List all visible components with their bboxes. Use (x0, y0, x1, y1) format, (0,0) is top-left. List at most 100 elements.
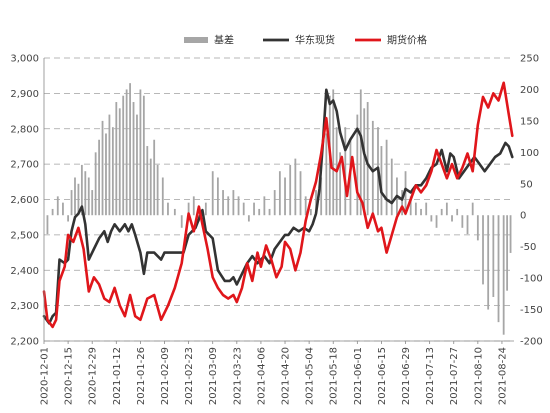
basis-bar (67, 215, 70, 222)
basis-bar (70, 190, 73, 216)
legend-label-basis: 基差 (214, 34, 234, 47)
grid-layer (44, 57, 514, 342)
y-left-tick-label: 2,900 (10, 89, 39, 100)
basis-bar (502, 215, 505, 335)
basis-bar (216, 177, 219, 216)
basis-bar (180, 215, 183, 228)
basis-bars (46, 83, 512, 335)
x-tick-label: 2021-07-13 (425, 347, 436, 405)
y-right-tick-label: -200 (520, 337, 543, 348)
y-right-tick-label: 0 (520, 211, 526, 222)
basis-bar (304, 196, 307, 216)
basis-bar (56, 196, 59, 216)
basis-bar (487, 215, 490, 310)
basis-bar (187, 202, 190, 216)
basis-bar (125, 89, 128, 216)
basis-bar (263, 196, 266, 216)
basis-bar (325, 133, 328, 216)
basis-bar (139, 89, 142, 216)
basis-bar (339, 152, 342, 216)
basis-bar (363, 108, 366, 216)
basis-bar (253, 202, 255, 216)
basis-bar (492, 215, 495, 297)
x-tick-label: 2021-08-24 (497, 347, 508, 405)
x-tick-label: 2020-12-15 (64, 347, 75, 405)
x-tick-label: 2021-08-10 (473, 347, 484, 405)
x-tick-label: 2021-05-04 (305, 347, 316, 405)
basis-bar (129, 83, 131, 216)
x-tick-label: 2021-03-09 (208, 347, 219, 405)
x-tick-label: 2020-12-01 (40, 347, 51, 405)
y-right-tick-label: 50 (520, 179, 533, 190)
y-right-tick-label: -100 (520, 274, 543, 285)
basis-bar (77, 183, 80, 216)
basis-bar (242, 202, 245, 216)
basis-bar (80, 164, 83, 216)
basis-bar (111, 127, 114, 216)
basis-bar (51, 208, 54, 216)
basis-bar (167, 202, 169, 216)
basis-bar (146, 146, 149, 216)
basis-bar (156, 164, 159, 216)
basis-bar (404, 171, 407, 216)
basis-bar (247, 215, 250, 222)
x-tick-label: 2021-05-18 (329, 347, 340, 405)
y-left-tick-label: 2,600 (10, 195, 39, 206)
y-left-tick-label: 2,200 (10, 337, 39, 348)
y-right-tick-label: 100 (520, 148, 539, 159)
basis-bar (356, 114, 359, 216)
basis-bar (192, 196, 195, 216)
basis-bar (466, 215, 469, 235)
y-left-tick-label: 2,300 (10, 301, 39, 312)
x-tick-label: 2021-01-12 (112, 347, 123, 405)
basis-bar (401, 190, 403, 216)
basis-bar (476, 215, 479, 241)
basis-bar (211, 171, 214, 216)
basis-bar (497, 215, 500, 323)
basis-bar (366, 102, 369, 216)
y-left-tick-label: 2,800 (10, 124, 39, 135)
basis-bar (115, 102, 118, 216)
basis-bar (414, 202, 417, 216)
basis-bar (136, 114, 138, 216)
basis-bar (435, 215, 438, 228)
basis-bar (232, 190, 235, 216)
basis-bar (420, 208, 422, 216)
y-right-tick-label: 200 (520, 85, 539, 96)
basis-bar (385, 139, 388, 216)
x-tick-label: 2021-04-06 (256, 347, 267, 405)
x-tick-label: 2021-04-20 (281, 347, 292, 405)
legend: 基差 华东现货 期货价格 (184, 34, 427, 47)
basis-bar (108, 114, 111, 216)
basis-bar (278, 171, 281, 216)
basis-bar (456, 208, 459, 216)
x-tick-label: 2020-12-29 (88, 347, 99, 405)
basis-bar (315, 190, 317, 216)
basis-bar (153, 139, 156, 216)
x-tick-label: 2021-03-23 (232, 347, 243, 405)
basis-bar (440, 208, 443, 216)
basis-bar (258, 208, 261, 216)
basis-bar (98, 139, 100, 216)
basis-bar (149, 158, 152, 216)
legend-label-spot: 华东现货 (295, 34, 335, 47)
y-right-tick-label: 250 (520, 54, 539, 65)
price-lines (42, 81, 514, 329)
futures-line (42, 81, 514, 329)
basis-bar (320, 177, 323, 216)
basis-bar (451, 215, 453, 222)
axes-layer: 2,200 2,300 2,400 2,500 2,600 2,700 2,800 2,900… (10, 54, 542, 406)
basis-bar (91, 190, 94, 216)
basis-bar (222, 190, 224, 216)
basis-bar (425, 202, 428, 216)
basis-bar (509, 215, 512, 253)
x-tick-label: 2021-07-27 (449, 347, 460, 405)
basis-bar (430, 215, 433, 222)
basis-bar (289, 164, 292, 216)
basis-bar (471, 202, 474, 216)
basis-bar (332, 89, 335, 216)
basis-bar (506, 215, 509, 291)
x-tick-label: 2021-02-09 (160, 347, 171, 405)
basis-bar (299, 171, 302, 216)
